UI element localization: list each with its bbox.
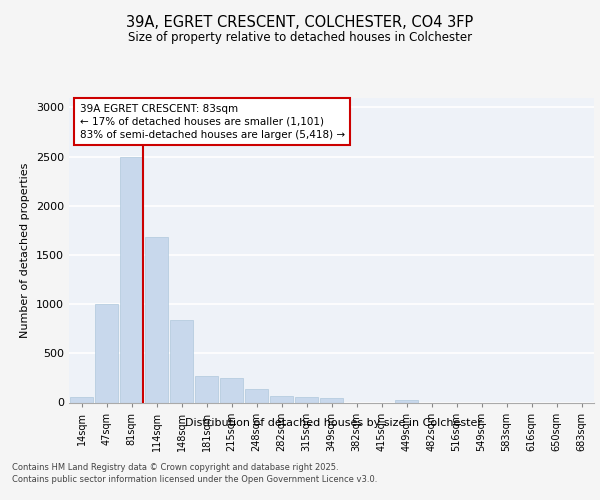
Y-axis label: Number of detached properties: Number of detached properties	[20, 162, 31, 338]
Bar	[320, 398, 343, 402]
Bar	[195, 376, 218, 402]
Bar	[70, 397, 93, 402]
Bar	[170, 320, 193, 402]
Bar	[120, 156, 143, 402]
Bar	[95, 304, 118, 402]
Bar	[295, 396, 318, 402]
Bar	[245, 388, 268, 402]
Text: Size of property relative to detached houses in Colchester: Size of property relative to detached ho…	[128, 31, 472, 44]
Bar	[145, 237, 168, 402]
Text: 39A, EGRET CRESCENT, COLCHESTER, CO4 3FP: 39A, EGRET CRESCENT, COLCHESTER, CO4 3FP	[127, 15, 473, 30]
Text: Distribution of detached houses by size in Colchester: Distribution of detached houses by size …	[185, 418, 482, 428]
Bar	[220, 378, 243, 402]
Text: 39A EGRET CRESCENT: 83sqm
← 17% of detached houses are smaller (1,101)
83% of se: 39A EGRET CRESCENT: 83sqm ← 17% of detac…	[79, 104, 344, 140]
Bar	[270, 396, 293, 402]
Bar	[395, 400, 418, 402]
Text: Contains HM Land Registry data © Crown copyright and database right 2025.: Contains HM Land Registry data © Crown c…	[12, 463, 338, 472]
Text: Contains public sector information licensed under the Open Government Licence v3: Contains public sector information licen…	[12, 476, 377, 484]
